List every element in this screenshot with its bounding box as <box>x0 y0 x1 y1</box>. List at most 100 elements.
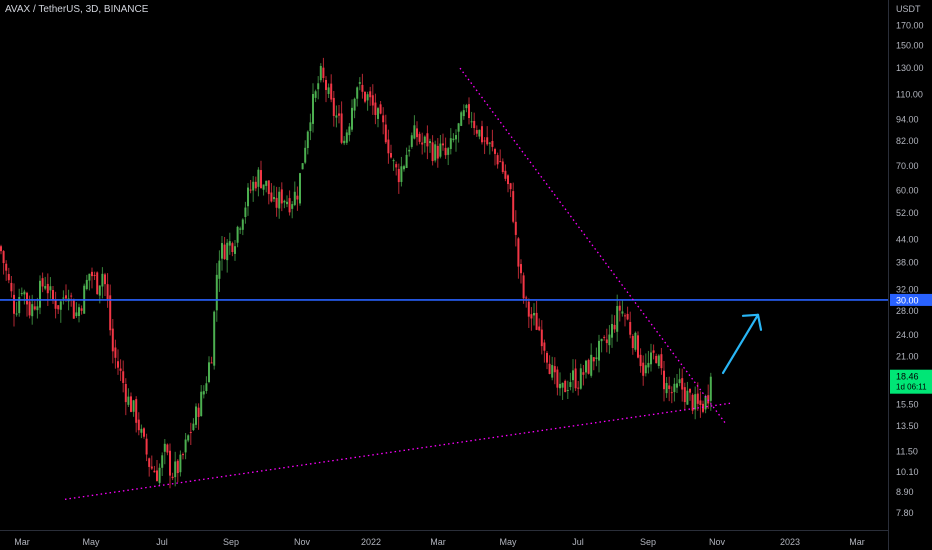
candle-up <box>101 273 104 287</box>
candle-down <box>106 284 109 300</box>
candle-up <box>400 166 403 182</box>
candle-up <box>31 304 34 317</box>
candle-up <box>62 297 65 299</box>
candle-down <box>156 470 158 482</box>
candle-down <box>496 155 499 165</box>
price-tick-label: 150.00 <box>896 40 924 50</box>
candle-down <box>707 395 710 404</box>
price-tick-label: 32.00 <box>896 285 919 295</box>
candle-up <box>358 82 361 84</box>
candle-down <box>624 315 626 317</box>
candle-down <box>626 313 629 320</box>
candle-down <box>481 126 483 143</box>
time-tick-label: Nov <box>709 537 726 547</box>
candle-down <box>668 385 671 389</box>
candle-down <box>618 305 621 311</box>
candle-down <box>499 161 502 163</box>
candle-up <box>158 467 161 483</box>
candle-up <box>215 274 218 311</box>
candle-down <box>0 246 2 252</box>
candle-down <box>663 370 665 390</box>
candle-up <box>345 132 348 143</box>
candle-up <box>23 291 26 295</box>
candle-down <box>169 450 171 476</box>
time-tick-label: Jul <box>156 537 168 547</box>
candle-up <box>616 306 619 332</box>
candle-down <box>483 140 486 142</box>
candle-down <box>280 189 283 204</box>
candle-down <box>473 120 476 129</box>
candle-down <box>2 251 5 264</box>
candle-up <box>465 105 468 109</box>
candle-up <box>598 340 600 361</box>
candle-down <box>10 282 13 292</box>
candle-down <box>514 221 517 235</box>
current-price-label: 18.46 <box>896 372 919 382</box>
time-tick-label: Mar <box>430 537 446 547</box>
candle-up <box>621 311 624 314</box>
candle-up <box>218 260 221 279</box>
price-tick-label: 24.00 <box>896 330 919 340</box>
candle-down <box>122 371 125 383</box>
candle-up <box>462 110 465 117</box>
candle-down <box>442 143 444 146</box>
candle-down <box>509 183 512 190</box>
candle-up <box>644 365 647 374</box>
candle-down <box>556 369 559 388</box>
candle-down <box>553 366 556 373</box>
candle-down <box>130 396 132 412</box>
candle-down <box>543 342 546 351</box>
level-price-label: 30.00 <box>896 295 919 305</box>
candle-up <box>314 91 317 98</box>
candle-down <box>145 438 148 455</box>
candle-down <box>637 335 639 358</box>
candle-down <box>143 428 145 437</box>
candle-up <box>366 94 369 101</box>
candle-up <box>327 87 330 94</box>
price-axis[interactable]: USDT 170.00 150.00 130.00 110.00 94.00 82.00 70… <box>888 0 932 550</box>
candle-down <box>371 95 374 106</box>
candle-down <box>582 372 585 375</box>
candle-down <box>574 368 577 389</box>
candle-up <box>85 279 88 289</box>
candle-up <box>78 307 80 317</box>
candle-up <box>234 246 236 254</box>
price-tick-label: 170.00 <box>896 21 924 31</box>
candle-up <box>228 241 231 246</box>
candle-up <box>585 360 587 373</box>
candle-up <box>239 228 242 230</box>
candle-down <box>332 97 335 116</box>
candle-down <box>382 115 385 123</box>
candle-up <box>98 285 101 296</box>
time-axis[interactable]: Mar May Jul Sep Nov 2022 Mar May Jul Sep Nov 2023 Ma… <box>0 530 888 548</box>
time-tick-label: Sep <box>223 537 239 547</box>
candle-down <box>577 387 580 389</box>
resistance-trendline <box>459 67 726 424</box>
candle-up <box>265 180 268 186</box>
candle-up <box>335 115 338 118</box>
candle-down <box>166 444 169 453</box>
candle-down <box>330 83 333 100</box>
candle-down <box>696 393 699 404</box>
candle-down <box>538 326 541 331</box>
candle-up <box>306 131 309 149</box>
candle-up <box>351 107 353 130</box>
price-tick-label: 44.00 <box>896 234 919 244</box>
candle-up <box>88 273 91 281</box>
candle-down <box>418 133 421 142</box>
candle-down <box>592 357 595 362</box>
candle-up <box>44 286 47 289</box>
price-tick-label: 21.00 <box>896 351 919 361</box>
candle-down <box>270 192 273 202</box>
price-tick-label: 28.00 <box>896 306 919 316</box>
candle-down <box>629 321 632 335</box>
candle-down <box>135 399 138 423</box>
candle-up <box>457 123 460 132</box>
price-tick-label: 130.00 <box>896 63 924 73</box>
candle-down <box>660 354 663 369</box>
candle-down <box>603 336 606 338</box>
chart-title: AVAX / TetherUS, 3D, BINANCE <box>5 4 149 15</box>
candle-down <box>444 147 447 156</box>
candle-down <box>267 180 270 195</box>
